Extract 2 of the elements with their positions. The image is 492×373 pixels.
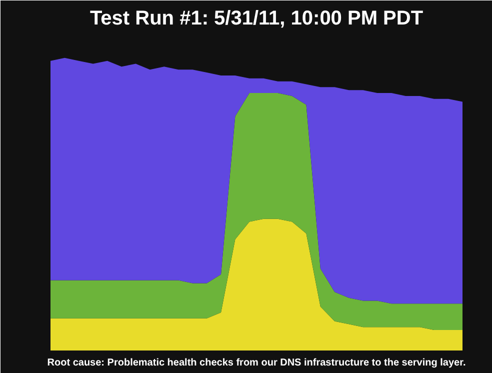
- text: Root cause: Problematic health checks from our DNS infrastructure to the serving layer.: [47, 358, 466, 368]
- chart-title: Test Run #1: 5/31/11, 10:00 PM PDT: [90, 8, 424, 30]
